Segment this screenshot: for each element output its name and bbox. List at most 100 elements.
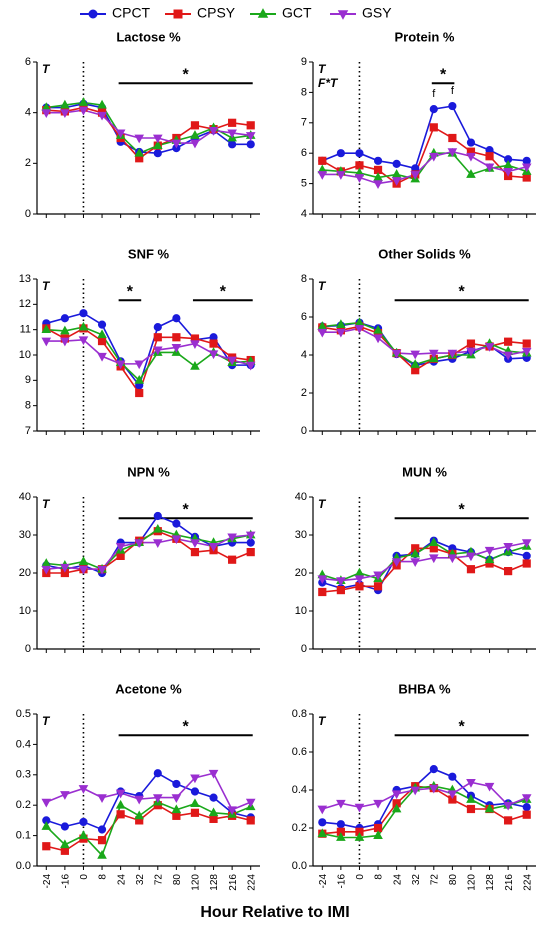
point [522,156,531,165]
point [428,349,439,359]
y-tick-label: 20 [19,567,31,579]
point [60,99,70,109]
point [172,519,181,528]
point [97,565,107,575]
point [60,109,70,119]
point [97,825,107,834]
significance-label: * [183,66,190,83]
point [190,787,200,796]
significance-label: * [459,283,466,300]
point [336,577,346,586]
y-tick-label: 4 [301,349,307,361]
point [78,97,89,106]
point [134,810,145,820]
point [245,132,256,141]
y-tick-label: 40 [295,491,307,503]
point [208,543,219,552]
legend-marker [257,8,269,18]
point [228,140,237,149]
point [60,563,70,573]
legend-label: GCT [282,5,312,21]
point [78,565,89,575]
legend-marker [173,9,183,19]
point [466,339,476,348]
x-tick-label: 128 [209,874,220,891]
point [134,360,145,370]
point [97,99,107,109]
point [190,340,200,349]
y-tick-label: 4 [25,107,31,119]
y-tick-label: 0.6 [292,746,307,758]
point [78,556,89,565]
y-tick-label: 0 [25,208,31,220]
y-tick-label: 0.5 [16,708,31,720]
point [152,539,163,548]
point [336,328,346,338]
point [227,356,237,366]
point [134,147,145,157]
panel-title: MUN % [402,464,447,479]
point [172,811,181,820]
point [429,105,438,114]
point [97,329,107,339]
point [78,830,89,839]
point [447,790,458,800]
point [116,810,125,819]
x-tick-label: 72 [153,874,164,886]
point [209,814,218,823]
point [522,339,531,348]
point [152,140,163,149]
point [391,803,402,813]
point [115,129,126,139]
point [392,159,401,168]
x-tick-label: 24 [116,874,127,886]
point [115,799,126,809]
point [153,323,162,332]
series-line [321,126,527,185]
effect-label: T [318,279,327,293]
point [41,821,52,830]
point [79,309,88,318]
legend-label: CPSY [197,5,236,21]
y-tick-label: 11 [20,324,31,336]
point [503,168,513,177]
point [484,782,495,792]
effect-label: T [318,497,327,511]
point [317,328,328,338]
point [97,836,107,845]
point [97,794,107,803]
y-tick-label: 10 [295,605,307,617]
point [317,171,328,180]
y-tick-label: 30 [295,529,307,541]
point [171,535,182,545]
point [246,121,255,130]
point [354,174,365,183]
point [246,140,255,149]
y-tick-label: 2 [301,387,307,399]
point [246,816,255,825]
x-tick-label: 216 [504,874,515,891]
series-line [322,768,527,829]
y-tick-label: 6 [301,147,307,159]
point [79,817,88,827]
significance-label: * [440,66,447,83]
point [373,582,383,591]
point [228,118,237,127]
point [172,333,181,342]
legend-marker [337,10,349,20]
point [135,388,144,398]
point [504,337,513,346]
point [245,798,256,808]
panel-title: Acetone % [115,681,182,696]
x-tick-label: 24 [392,874,403,886]
point-label: f [451,85,455,97]
point [336,319,346,328]
point [208,350,219,360]
point [60,839,70,849]
point [60,337,70,347]
x-tick-label: 80 [448,874,459,886]
point [317,805,328,815]
point [172,779,181,789]
significance-label: * [183,501,190,518]
y-tick-label: 10 [19,605,31,617]
